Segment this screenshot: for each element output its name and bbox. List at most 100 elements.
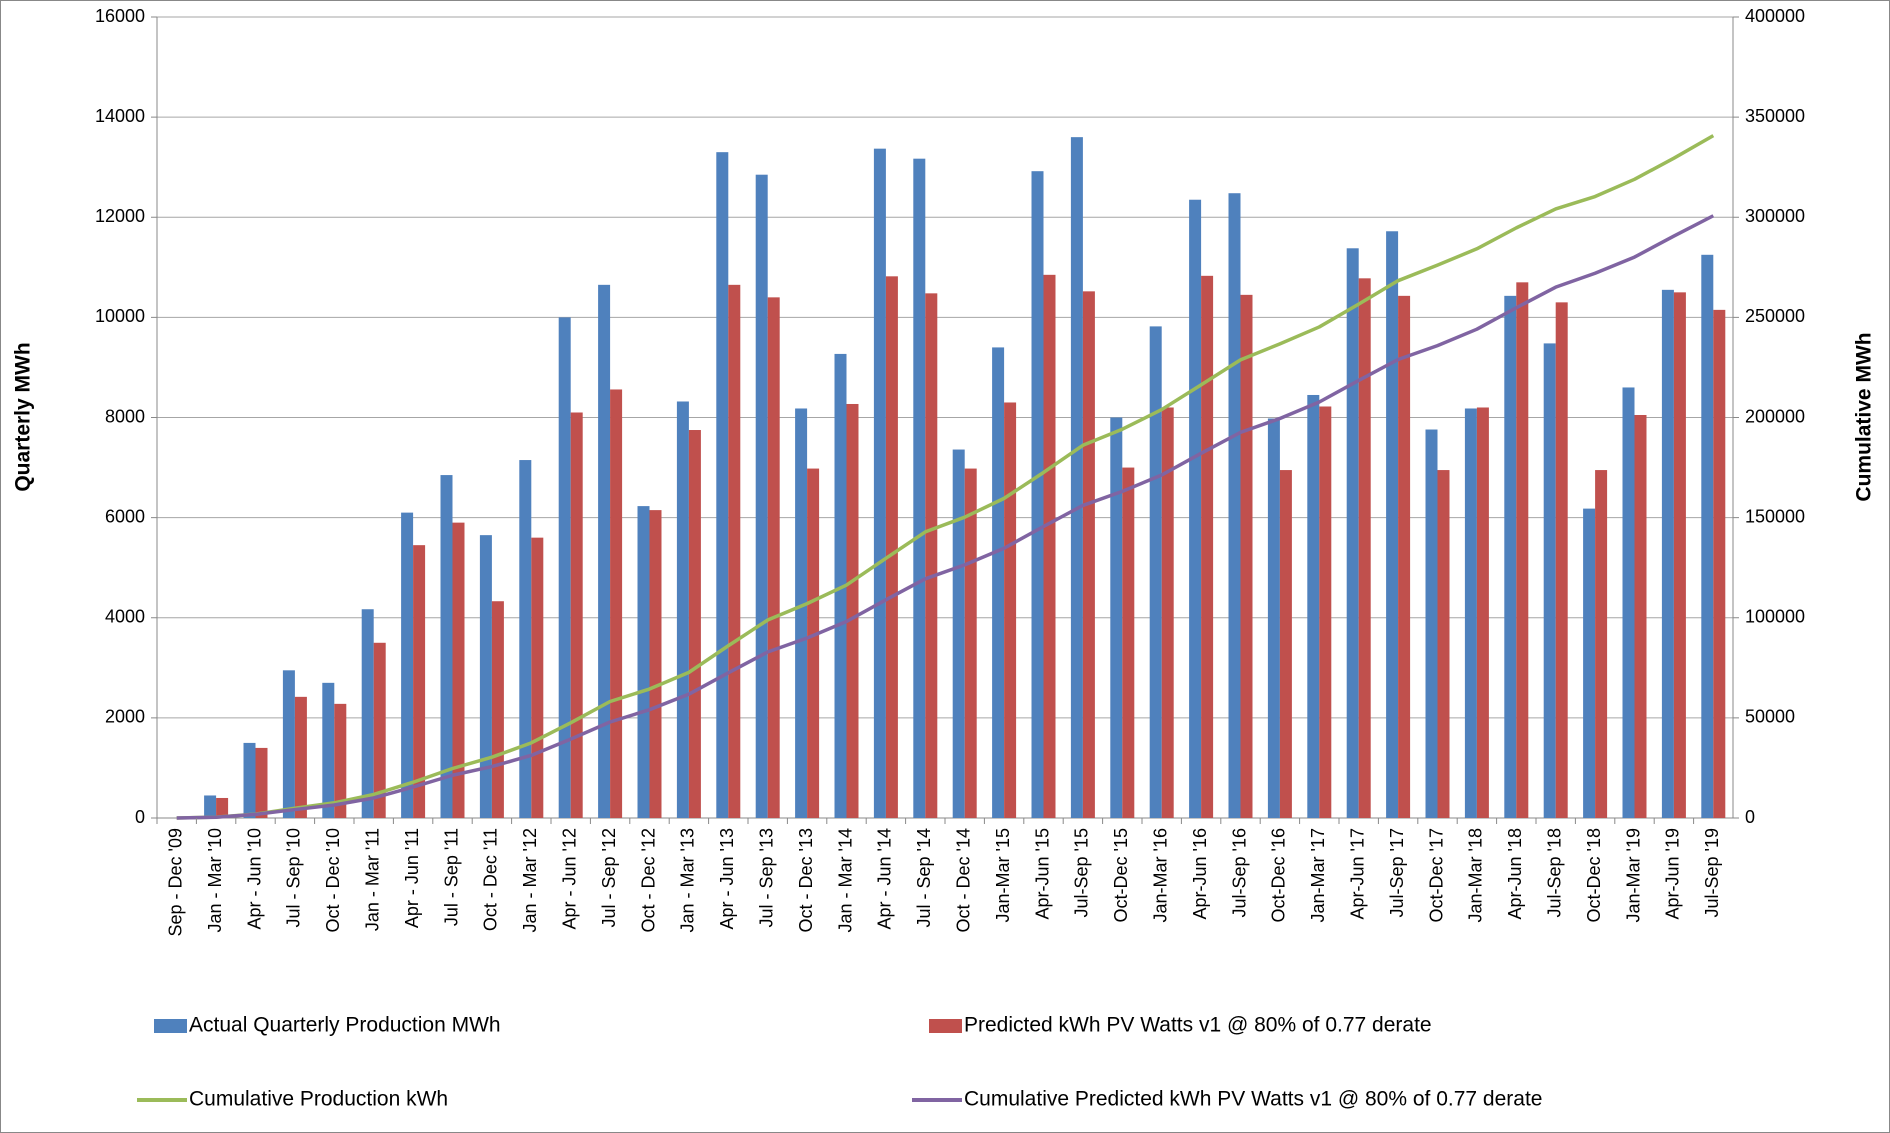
line	[176, 134, 1715, 820]
y-tick-label: 10000	[95, 306, 145, 326]
bar	[361, 609, 374, 818]
x-tick-label: Jan-Mar '15	[993, 828, 1013, 922]
bar	[334, 703, 347, 818]
bar	[282, 670, 295, 818]
line	[176, 214, 1715, 820]
y-tick-label: 12000	[95, 206, 145, 226]
x-tick-label: Jul-Sep '17	[1387, 828, 1407, 918]
bar	[531, 537, 544, 818]
bar	[243, 742, 256, 818]
y-tick-label: 4000	[105, 607, 145, 627]
bar	[952, 449, 965, 818]
x-tick-label: Jan-Mar '16	[1150, 828, 1170, 922]
x-tick-label: Jan - Mar '10	[205, 828, 225, 932]
x-tick-label: Jan-Mar '17	[1308, 828, 1328, 922]
bar	[610, 389, 623, 818]
x-tick-label: Jan - Mar '13	[678, 828, 698, 932]
bar	[1070, 137, 1083, 818]
y2-tick-label: 0	[1745, 807, 1755, 827]
x-tick-label: Oct - Dec '10	[323, 828, 343, 932]
bar	[649, 510, 662, 818]
bar	[204, 795, 217, 818]
bar	[1228, 193, 1241, 819]
bar	[1464, 408, 1477, 818]
bar	[1189, 199, 1202, 818]
bar	[1004, 402, 1017, 818]
bar	[964, 468, 977, 818]
x-tick-label: Jul-Sep '15	[1072, 828, 1092, 918]
bar	[294, 696, 307, 818]
y2-axis-title: Cumulative MWh	[1853, 332, 1876, 501]
bar	[373, 642, 386, 818]
bar	[716, 152, 729, 818]
bar	[570, 412, 583, 818]
bar	[992, 347, 1005, 818]
bar	[807, 468, 820, 818]
y2-tick-label: 50000	[1745, 707, 1795, 727]
x-tick-label: Oct - Dec '14	[953, 828, 973, 932]
bar	[1437, 470, 1450, 818]
bar	[598, 284, 611, 819]
bar	[1043, 274, 1056, 818]
x-tick-label: Apr - Jun '14	[875, 828, 895, 930]
bar	[1149, 326, 1162, 818]
x-tick-label: Apr-Jun '18	[1505, 828, 1525, 920]
x-tick-label: Apr-Jun '17	[1347, 828, 1367, 920]
bar	[676, 401, 689, 818]
y-tick-label: 6000	[105, 506, 145, 526]
bar	[1583, 508, 1596, 818]
bar	[846, 403, 859, 818]
legend-label: Predicted kWh PV Watts v1 @ 80% of 0.77 …	[964, 1014, 1432, 1037]
bar	[1386, 231, 1399, 818]
y2-tick-label: 100000	[1745, 607, 1805, 627]
bar	[1622, 387, 1635, 818]
legend-label: Actual Quarterly Production MWh	[189, 1014, 501, 1037]
bar	[1476, 407, 1489, 818]
x-tick-label: Oct - Dec '13	[796, 828, 816, 932]
bar	[1122, 467, 1135, 818]
bar	[1240, 294, 1253, 818]
x-tick-label: Jul-Sep '16	[1229, 828, 1249, 918]
y-tick-label: 2000	[105, 707, 145, 727]
x-tick-label: Apr-Jun '15	[1032, 828, 1052, 920]
bar	[1701, 254, 1714, 818]
y2-tick-label: 150000	[1745, 506, 1805, 526]
bar	[1543, 343, 1556, 818]
x-tick-label: Apr-Jun '16	[1190, 828, 1210, 920]
bar	[413, 545, 426, 818]
bar	[1634, 414, 1647, 818]
bar	[1279, 470, 1292, 818]
x-tick-label: Jul-Sep '19	[1702, 828, 1722, 918]
bar	[1713, 309, 1726, 818]
x-tick-label: Jan-Mar '19	[1623, 828, 1643, 922]
bar	[255, 747, 268, 818]
y-tick-label: 8000	[105, 406, 145, 426]
x-tick-label: Oct - Dec '12	[638, 828, 658, 932]
x-tick-label: Jul - Sep '13	[756, 828, 776, 928]
x-tick-label: Apr - Jun '10	[244, 828, 264, 930]
x-tick-label: Apr-Jun '19	[1663, 828, 1683, 920]
bar	[1661, 289, 1674, 818]
bar	[1346, 248, 1359, 818]
legend-label: Cumulative Predicted kWh PV Watts v1 @ 8…	[964, 1088, 1542, 1111]
x-tick-label: Apr - Jun '13	[717, 828, 737, 930]
x-tick-label: Jul - Sep '11	[441, 828, 461, 926]
x-tick-label: Jul-Sep '18	[1544, 828, 1564, 918]
x-tick-label: Apr - Jun '11	[402, 828, 422, 928]
bar	[322, 682, 335, 818]
bar	[491, 601, 504, 818]
y2-tick-label: 400000	[1745, 6, 1805, 26]
bar	[1504, 295, 1517, 818]
bar	[834, 353, 847, 818]
bar	[1358, 278, 1371, 818]
y-axis-title: Quarterly MWh	[12, 342, 35, 491]
bar	[1673, 292, 1686, 818]
bar	[1307, 394, 1320, 818]
bar	[1398, 295, 1411, 818]
x-tick-label: Oct-Dec '15	[1111, 828, 1131, 922]
legend-label: Cumulative Production kWh	[189, 1088, 448, 1111]
bar	[1110, 417, 1123, 818]
bar	[558, 317, 571, 818]
